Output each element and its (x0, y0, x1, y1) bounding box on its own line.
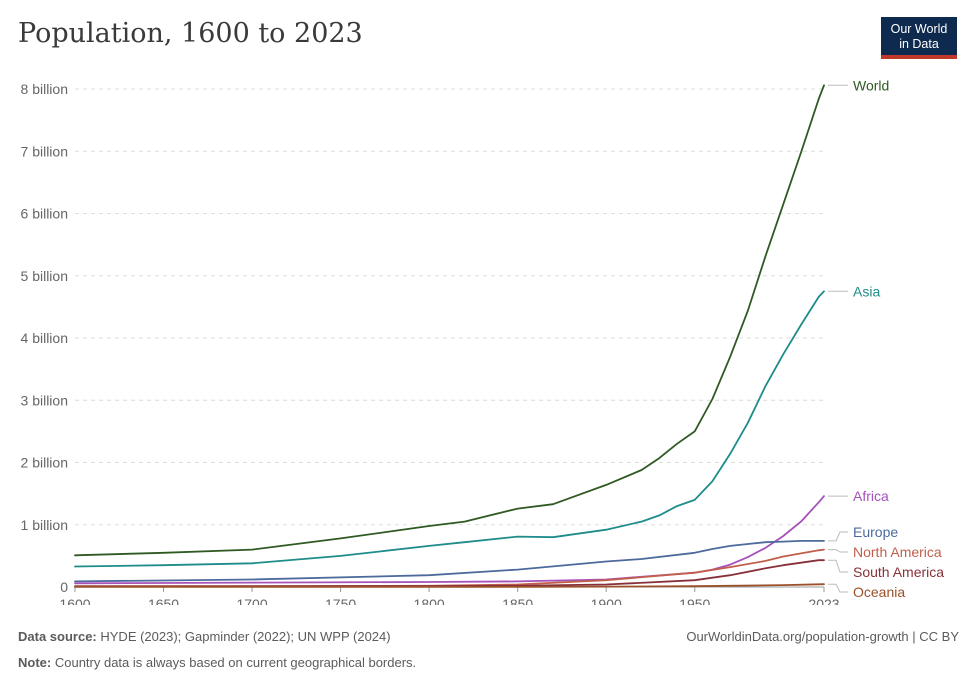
y-tick-label-2: 2 billion (21, 455, 68, 471)
series-label-asia: Asia (853, 283, 880, 299)
y-tick-label-0: 0 (60, 579, 68, 595)
y-tick-label-6: 6 billion (21, 206, 68, 222)
x-tick-label-1: 1650 (148, 596, 179, 605)
credit-link[interactable]: OurWorldinData.org/population-growth | C… (686, 629, 959, 644)
note-text: Country data is always based on current … (54, 655, 417, 670)
logo-line-2: in Data (899, 37, 939, 51)
series-line-europe (74, 540, 825, 583)
series-label-north-america: North America (853, 544, 942, 560)
series-label-oceania: Oceania (853, 584, 905, 600)
series-lines (74, 84, 825, 588)
y-tick-label-8: 8 billion (21, 81, 68, 97)
line-chart: 0 1 billion 2 billion 3 billion 4 billion 5 b… (21, 77, 945, 605)
footnote: Note: Country data is always based on cu… (18, 655, 416, 670)
label-connector-south-america (828, 559, 848, 573)
series-line-world (74, 84, 825, 557)
data-source: Data source: HYDE (2023); Gapminder (202… (18, 629, 391, 644)
label-connector-north-america (828, 549, 848, 553)
x-tick-label-8: 2023 (808, 596, 839, 605)
x-tick-label-0: 1600 (59, 596, 90, 605)
series-label-africa: Africa (853, 488, 889, 504)
label-connector-europe (828, 531, 848, 542)
series-label-europe: Europe (853, 524, 898, 540)
y-tick-label-5: 5 billion (21, 268, 68, 284)
series-line-oceania (74, 583, 825, 588)
x-tick-label-4: 1800 (414, 596, 445, 605)
x-axis: 1600 1650 1700 1750 1800 1850 1900 1950 2023 (59, 586, 840, 605)
series-line-africa (74, 495, 825, 585)
data-source-label: Data source: (18, 629, 97, 644)
series-line-asia (74, 290, 825, 568)
x-tick-label-3: 1750 (325, 596, 356, 605)
x-tick-label-2: 1700 (236, 596, 267, 605)
x-tick-label-6: 1900 (591, 596, 622, 605)
data-source-text[interactable]: HYDE (2023); Gapminder (2022); UN WPP (2… (100, 629, 391, 644)
logo-line-1: Our World (890, 22, 948, 36)
owid-logo[interactable]: Our World in Data (881, 17, 957, 59)
y-tick-label-4: 4 billion (21, 330, 68, 346)
series-labels: World Asia Africa Europe North America South … (828, 77, 944, 600)
series-label-world: World (853, 77, 889, 93)
x-tick-label-5: 1850 (502, 596, 533, 605)
series-label-south-america: South America (853, 564, 944, 580)
note-label: Note: (18, 655, 52, 670)
logo-accent-bar (881, 55, 957, 59)
y-tick-label-7: 7 billion (21, 143, 68, 159)
x-tick-label-7: 1950 (679, 596, 710, 605)
y-tick-label-3: 3 billion (21, 392, 68, 408)
y-axis-ticks: 0 1 billion 2 billion 3 billion 4 billion 5 b… (21, 81, 69, 595)
label-connector-oceania (828, 583, 848, 593)
page-title: Population, 1600 to 2023 (18, 18, 363, 49)
y-tick-label-1: 1 billion (21, 517, 68, 533)
grid-lines (75, 88, 824, 526)
